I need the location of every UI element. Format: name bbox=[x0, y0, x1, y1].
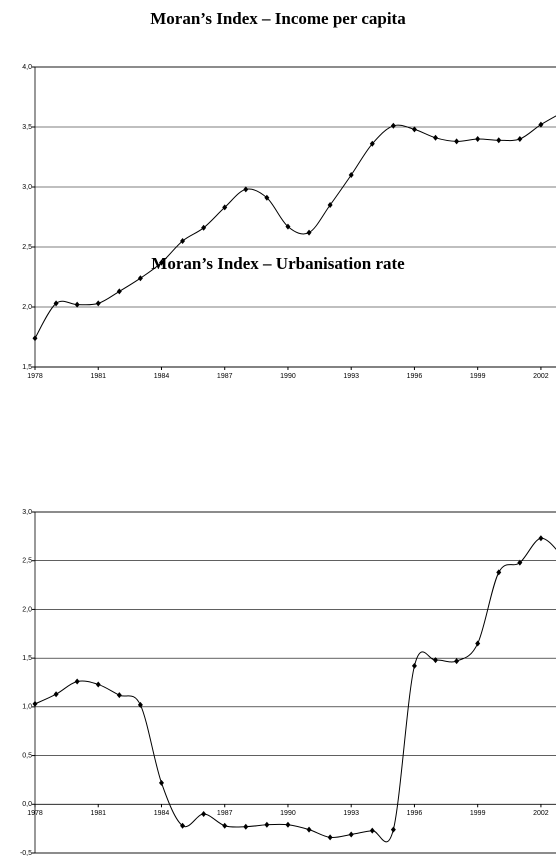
data-point bbox=[95, 300, 101, 307]
data-point bbox=[433, 657, 439, 664]
data-point bbox=[390, 826, 396, 833]
data-point bbox=[201, 811, 207, 818]
data-point bbox=[116, 692, 122, 699]
data-point bbox=[53, 691, 59, 698]
data-point bbox=[411, 126, 417, 133]
data-point bbox=[95, 681, 101, 688]
y-tick-label: 4,0 bbox=[22, 64, 32, 71]
data-point bbox=[411, 662, 417, 669]
data-point bbox=[538, 121, 544, 128]
data-point bbox=[348, 831, 354, 838]
data-point bbox=[517, 559, 523, 566]
y-tick-label: 2,5 bbox=[22, 244, 32, 251]
data-point bbox=[222, 204, 228, 211]
chart: Moran’s Index – Urbanisation rate -0,5 0,0… bbox=[20, 254, 556, 857]
data-point bbox=[369, 140, 375, 147]
chart-title: Moran’s Index – Income per capita bbox=[150, 9, 406, 28]
data-point bbox=[496, 137, 502, 144]
y-tick-label: 3,0 bbox=[22, 184, 32, 191]
data-point bbox=[538, 535, 544, 542]
data-point bbox=[243, 823, 249, 830]
data-point bbox=[243, 186, 249, 193]
chart-title: Moran’s Index – Urbanisation rate bbox=[151, 254, 405, 273]
x-tick-label: 1981 bbox=[90, 810, 106, 817]
x-tick-label: 1978 bbox=[27, 810, 43, 817]
x-tick-label: 1993 bbox=[343, 810, 359, 817]
y-tick-label: 3,0 bbox=[22, 509, 32, 516]
y-tick-label: 1,5 bbox=[22, 655, 32, 662]
data-point bbox=[201, 224, 207, 231]
data-point bbox=[264, 194, 270, 201]
y-tick-label: 1,5 bbox=[22, 364, 32, 371]
x-tick-label: 1978 bbox=[27, 373, 43, 380]
data-point bbox=[475, 640, 481, 647]
x-tick-label: 1987 bbox=[217, 373, 233, 380]
y-tick-label: 0,5 bbox=[22, 752, 32, 759]
data-point bbox=[180, 822, 186, 829]
data-point bbox=[327, 834, 333, 841]
data-point bbox=[180, 238, 186, 244]
data-point bbox=[369, 827, 375, 834]
data-point bbox=[285, 223, 291, 230]
y-tick-label: -0,5 bbox=[20, 850, 32, 857]
data-point bbox=[53, 300, 59, 307]
data-point bbox=[222, 822, 228, 829]
data-point bbox=[74, 301, 80, 308]
data-point bbox=[390, 122, 396, 129]
data-point bbox=[285, 821, 291, 828]
plot-border bbox=[34, 66, 556, 368]
y-tick-label: 1,0 bbox=[22, 704, 32, 711]
x-tick-label: 1990 bbox=[280, 810, 296, 817]
x-tick-label: 1996 bbox=[407, 373, 423, 380]
x-tick-label: 2002 bbox=[533, 373, 549, 380]
x-tick-label: 1993 bbox=[343, 373, 359, 380]
y-tick-label: 2,0 bbox=[22, 304, 32, 311]
x-tick-label: 1981 bbox=[90, 373, 106, 380]
data-point bbox=[454, 658, 460, 665]
data-point bbox=[306, 826, 312, 833]
chart: Moran’s Index – Income per capita 1,5 2,0 2… bbox=[22, 9, 556, 380]
data-point bbox=[74, 678, 80, 685]
data-point bbox=[116, 288, 122, 295]
series-line bbox=[34, 115, 556, 339]
x-tick-label: 1987 bbox=[217, 810, 233, 817]
x-tick-label: 1990 bbox=[280, 373, 296, 380]
data-point bbox=[158, 779, 164, 786]
x-tick-label: 1984 bbox=[154, 810, 170, 817]
data-point bbox=[137, 701, 143, 708]
data-point bbox=[454, 138, 460, 145]
y-tick-label: 0,0 bbox=[22, 801, 32, 808]
x-tick-label: 1999 bbox=[470, 373, 486, 380]
series-line bbox=[34, 537, 556, 843]
data-point bbox=[264, 821, 270, 828]
data-point bbox=[32, 335, 38, 342]
x-tick-label: 2002 bbox=[533, 810, 549, 817]
data-point bbox=[433, 134, 439, 141]
data-point bbox=[306, 229, 312, 236]
y-tick-label: 2,0 bbox=[22, 606, 32, 613]
x-tick-label: 1996 bbox=[407, 810, 423, 817]
plot-border bbox=[34, 511, 556, 854]
data-point bbox=[137, 275, 143, 282]
data-point bbox=[496, 569, 502, 576]
data-point bbox=[517, 136, 523, 142]
x-tick-label: 1984 bbox=[154, 373, 170, 380]
data-point bbox=[348, 172, 354, 178]
data-point bbox=[32, 700, 38, 707]
data-point bbox=[158, 259, 164, 266]
data-point bbox=[475, 136, 481, 142]
y-tick-label: 3,5 bbox=[22, 124, 32, 131]
data-point bbox=[327, 202, 333, 208]
y-tick-label: 2,5 bbox=[22, 558, 32, 565]
x-tick-label: 1999 bbox=[470, 810, 486, 817]
